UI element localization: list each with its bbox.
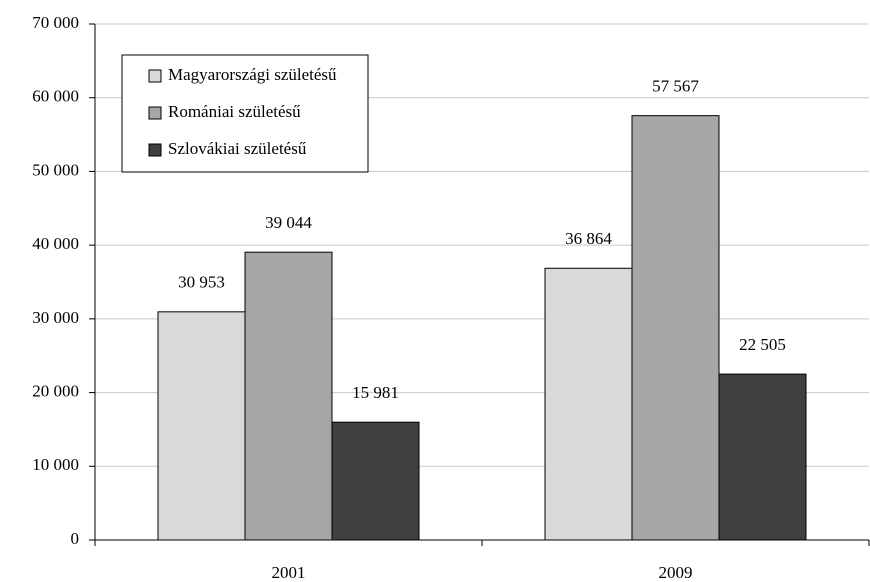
y-tick-label: 30 000 [32, 308, 79, 327]
y-tick-label: 0 [71, 529, 80, 548]
legend-label: Magyarországi születésű [168, 65, 337, 84]
y-tick-label: 50 000 [32, 160, 79, 179]
legend-label: Romániai születésű [168, 102, 301, 121]
legend-swatch [148, 69, 162, 83]
bar [244, 251, 333, 541]
value-label: 57 567 [652, 77, 699, 96]
value-label: 22 505 [739, 335, 786, 354]
y-tick-label: 40 000 [32, 234, 79, 253]
value-label: 15 981 [352, 383, 399, 402]
x-tick-label: 2009 [659, 563, 693, 582]
legend-box [121, 54, 369, 173]
value-label: 36 864 [565, 229, 612, 248]
legend-swatch [148, 143, 162, 157]
bar [718, 373, 807, 541]
bar [157, 311, 246, 541]
value-label: 30 953 [178, 273, 225, 292]
legend-label: Szlovákiai születésű [168, 139, 307, 158]
legend-swatch [148, 106, 162, 120]
bar [544, 267, 633, 541]
value-label: 39 044 [265, 213, 312, 232]
bar [331, 421, 420, 541]
y-tick-label: 20 000 [32, 381, 79, 400]
x-tick-label: 2001 [272, 563, 306, 582]
bar [631, 115, 720, 541]
y-tick-label: 10 000 [32, 455, 79, 474]
y-tick-label: 60 000 [32, 87, 79, 106]
y-tick-label: 70 000 [32, 13, 79, 32]
